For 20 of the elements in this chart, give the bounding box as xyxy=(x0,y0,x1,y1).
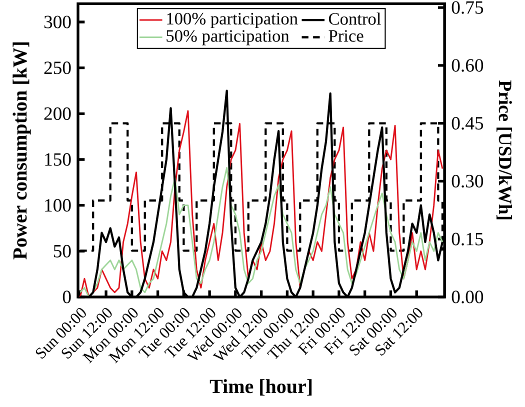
y-tick-label: 50 xyxy=(54,244,71,258)
y2-tick-label: 0.60 xyxy=(452,59,484,72)
x-axis-title: Time [hour] xyxy=(210,379,312,396)
y2-tick-label: 0.15 xyxy=(452,232,484,246)
y2-tick-label: 0.45 xyxy=(452,116,484,130)
y2-tick-label: 0.30 xyxy=(452,174,484,188)
y-tick-label: 200 xyxy=(44,107,71,120)
legend-label: Control xyxy=(328,12,381,25)
y2-tick-label: 0.75 xyxy=(452,1,484,14)
y-tick-label: 0 xyxy=(62,290,71,304)
y-tick-label: 250 xyxy=(44,62,71,74)
y-axis-title: Power consumption [kW] xyxy=(12,42,31,260)
legend-label: 100% participation xyxy=(167,12,298,28)
y-tick-label: 100 xyxy=(45,199,71,212)
y-tick-label: 300 xyxy=(44,16,71,28)
legend-label: 50% participation xyxy=(166,30,290,46)
y2-tick-label: 0.00 xyxy=(452,290,484,304)
y-tick-label: 150 xyxy=(45,153,71,166)
y2-axis-title: Price [USD/kWh] xyxy=(496,80,512,220)
legend-label: Price xyxy=(328,30,364,42)
